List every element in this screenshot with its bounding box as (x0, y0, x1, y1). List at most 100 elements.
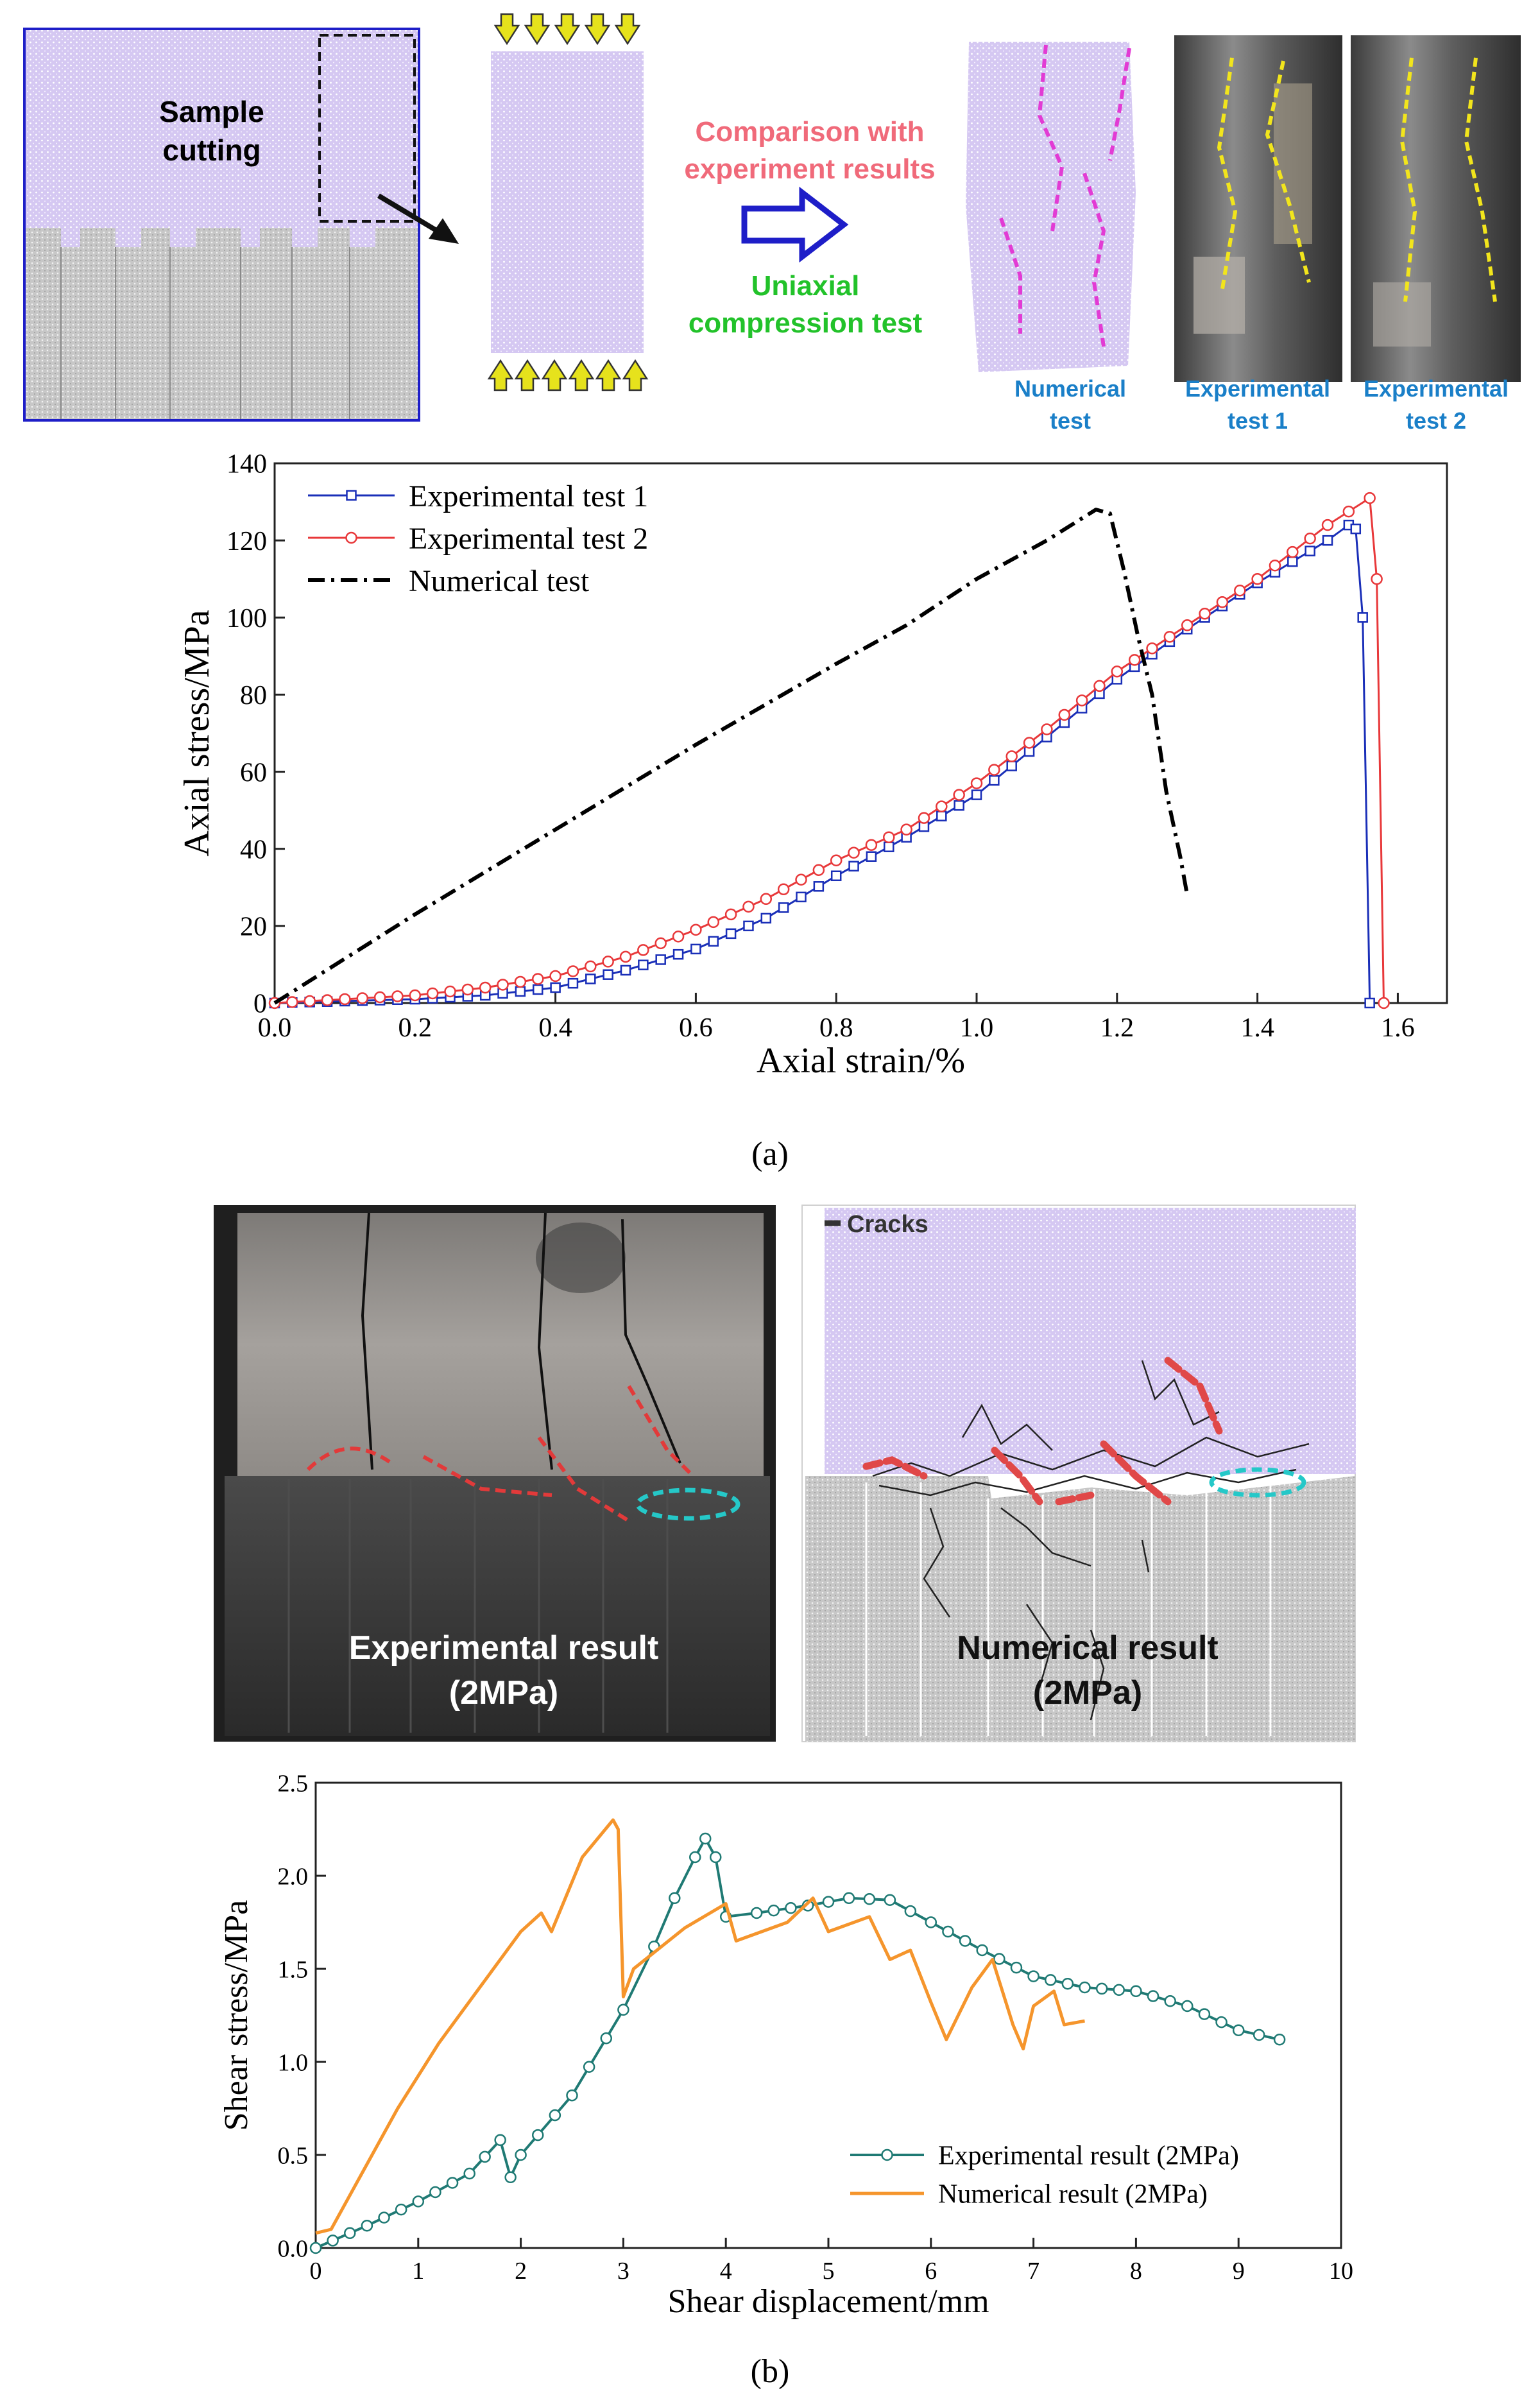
y-tick-label: 2.5 (278, 1770, 309, 1797)
load-arrows-bottom (487, 359, 649, 391)
x-axis-label: Axial strain/% (757, 1041, 965, 1081)
load-arrow-up-icon (487, 359, 514, 391)
num-shear-cracks (862, 1357, 1223, 1506)
series-1-marker (1010, 1961, 1023, 1974)
x-tick-label: 0.8 (819, 1013, 853, 1043)
exp-highlight-ellipse (635, 1488, 740, 1521)
series-2-marker (356, 992, 369, 1004)
series-1-marker (959, 1935, 971, 1947)
series-2-marker (567, 965, 579, 977)
series-2-marker (391, 990, 404, 1002)
x-tick-label: 6 (925, 2258, 937, 2285)
series-2-marker (409, 989, 422, 1002)
series-1-marker (863, 1893, 876, 1905)
numerical-test-label-2: test (1050, 407, 1091, 434)
series-1-marker (361, 2219, 373, 2232)
series-1-marker (1322, 535, 1333, 546)
x-tick-label: 8 (1130, 2258, 1142, 2285)
series-2-marker (549, 970, 561, 982)
series-2-marker (883, 831, 895, 843)
x-tick-label: 0.2 (398, 1013, 432, 1043)
y-tick-label: 120 (227, 527, 267, 556)
series-2-marker (1216, 596, 1229, 608)
y-axis-label: Shear stress/MPa (218, 1900, 255, 2131)
series-1-marker (822, 1896, 835, 1908)
series-2-marker (812, 864, 825, 877)
series-1-marker (1130, 1985, 1142, 1998)
series-2-marker (672, 931, 685, 943)
x-tick-label: 1.6 (1381, 1013, 1415, 1043)
series-1-marker (567, 977, 579, 989)
exp1-label-2: test 1 (1228, 407, 1288, 434)
legend-label-1: Experimental test 1 (409, 479, 648, 513)
arrow-head-icon (429, 218, 459, 244)
base-block-joints (60, 247, 350, 420)
series-2-marker (690, 923, 702, 936)
series-1-marker (533, 984, 543, 995)
uniaxial-label-2: compression test (689, 307, 923, 339)
model-frame (23, 28, 420, 422)
num-result-label-1: Numerical result (957, 1629, 1219, 1667)
series-2-marker (602, 956, 614, 968)
x-tick-label: 0 (310, 2258, 322, 2285)
numerical-failure-image: Numerical test (966, 42, 1136, 434)
series-2-marker (426, 987, 439, 1000)
numerical-cracks (999, 44, 1131, 347)
x-tick-label: 0.0 (258, 1013, 292, 1043)
x-tick-label: 0.4 (538, 1013, 572, 1043)
series-2-marker (988, 764, 1000, 776)
load-arrow-down-icon (524, 13, 551, 46)
series-2-marker (585, 960, 597, 973)
x-tick-label: 1.2 (1100, 1013, 1134, 1043)
series-1-marker (796, 891, 807, 903)
series-2-marker (1058, 708, 1071, 721)
load-arrow-up-icon (541, 359, 568, 391)
load-arrows-top (493, 13, 641, 46)
load-arrow-down-icon (614, 13, 641, 46)
exp-photo-stain (536, 1222, 626, 1293)
series-2-marker (1378, 997, 1390, 1009)
series-2-marker (1163, 631, 1176, 643)
y-tick-label: 2.0 (278, 1863, 309, 1890)
series-1-marker (463, 2167, 475, 2180)
series-1-marker (1287, 556, 1298, 567)
series-1-marker (989, 775, 1000, 786)
series-2-marker (1041, 723, 1053, 735)
series-2-marker (497, 979, 509, 991)
series-1-marker (1273, 2033, 1286, 2046)
exp-photo-upper-block (237, 1213, 764, 1476)
series-2-marker (1075, 694, 1088, 707)
series-1-marker (813, 881, 825, 892)
series-1-marker (550, 982, 561, 993)
uniaxial-label-1: Uniaxial (751, 270, 860, 302)
numerical-shear-image: Cracks Numerical result (2MPa) (801, 1205, 1356, 1742)
series-1-marker (1027, 1970, 1040, 1982)
series-2-marker (1111, 665, 1124, 678)
comparison-annotation: Comparison with experiment results Uniax… (684, 116, 935, 339)
series-2-marker (286, 996, 298, 1008)
x-tick-label: 1 (412, 2258, 424, 2285)
series-2-marker (830, 854, 843, 866)
series-2-marker (953, 789, 965, 801)
y-tick-label: 0 (253, 990, 267, 1019)
exp2-label-2: test 2 (1406, 407, 1466, 434)
axial-stress-strain-chart: 0.0 0.2 0.4 0.6 0.8 1.0 1.2 1.4 1.6 0 20 40 60 80 100 1… (177, 450, 1448, 1081)
series-1-marker (1164, 1995, 1176, 2007)
cylinder-1-patch (1274, 83, 1312, 244)
series-1-marker (1113, 1984, 1125, 1996)
experimental-cylinder-2: Experimental test 2 (1351, 35, 1521, 434)
series-2-marker (1128, 654, 1141, 666)
series-2-marker (1287, 545, 1299, 558)
series-2-marker (1342, 505, 1355, 518)
series-1-marker (531, 2129, 544, 2141)
exp-result-label-2: (2MPa) (449, 1674, 558, 1711)
exp-shear-cracks (306, 1385, 695, 1523)
y-tick-label: 140 (227, 450, 267, 479)
series-2-marker (795, 873, 807, 886)
series-1-marker (672, 948, 684, 960)
series-2-marker (918, 812, 930, 824)
y-axis-label: Axial stress/MPa (177, 610, 217, 856)
series-1-marker (690, 943, 701, 955)
series-1-marker (1350, 523, 1362, 535)
